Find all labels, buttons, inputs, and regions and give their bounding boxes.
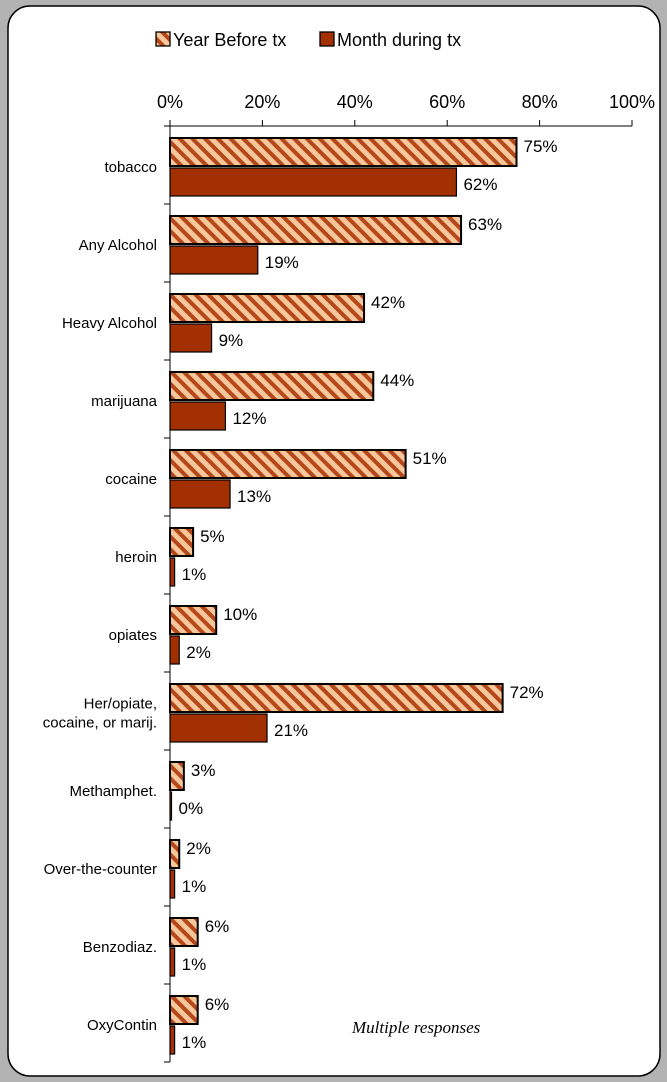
data-label-month-during: 19% bbox=[265, 253, 299, 272]
bar-year-before bbox=[169, 917, 199, 947]
bar-month-during bbox=[169, 791, 173, 821]
data-label-month-during: 21% bbox=[274, 721, 308, 740]
data-label-year-before: 75% bbox=[524, 137, 558, 156]
bar-year-before bbox=[169, 683, 504, 713]
bar-month-during bbox=[169, 557, 176, 587]
bar-month-during bbox=[169, 869, 176, 899]
category-label: Methamphet. bbox=[69, 783, 157, 800]
data-label-year-before: 2% bbox=[186, 839, 211, 858]
bar-year-before bbox=[169, 293, 366, 323]
x-tick-label: 0% bbox=[157, 92, 183, 112]
bar-month-during bbox=[169, 635, 180, 665]
data-label-year-before: 42% bbox=[371, 293, 405, 312]
data-label-month-during: 1% bbox=[182, 565, 207, 584]
data-label-year-before: 6% bbox=[205, 917, 230, 936]
category-label: Over-the-counter bbox=[44, 861, 157, 878]
bar-year-before bbox=[169, 605, 218, 635]
bar-month-during bbox=[169, 401, 227, 431]
bar-month-during bbox=[169, 1025, 176, 1055]
category-label: heroin bbox=[115, 549, 157, 566]
data-label-year-before: 44% bbox=[380, 371, 414, 390]
data-label-month-during: 12% bbox=[232, 409, 266, 428]
category-label: marijuana bbox=[91, 393, 158, 410]
bar-month-during bbox=[169, 245, 259, 275]
bar-month-during bbox=[169, 713, 268, 743]
category-label: Any Alcohol bbox=[79, 237, 157, 254]
data-label-year-before: 5% bbox=[200, 527, 225, 546]
x-tick-label: 60% bbox=[429, 92, 465, 112]
bar-month-during bbox=[169, 479, 231, 509]
category-label: Benzodiaz. bbox=[83, 939, 157, 956]
legend: Year Before tx Month during tx bbox=[155, 30, 461, 50]
category-label: cocaine bbox=[105, 471, 157, 488]
bar-year-before bbox=[169, 449, 407, 479]
data-label-month-during: 62% bbox=[463, 175, 497, 194]
x-tick-label: 100% bbox=[609, 92, 655, 112]
data-label-year-before: 10% bbox=[223, 605, 257, 624]
data-label-month-during: 0% bbox=[179, 799, 204, 818]
x-tick-label: 80% bbox=[522, 92, 558, 112]
data-label-month-during: 9% bbox=[219, 331, 244, 350]
data-label-month-during: 2% bbox=[186, 643, 211, 662]
data-label-month-during: 1% bbox=[182, 1033, 207, 1052]
data-label-year-before: 72% bbox=[510, 683, 544, 702]
bar-year-before bbox=[169, 215, 463, 245]
bar-month-during bbox=[169, 167, 458, 197]
bar-year-before bbox=[169, 761, 185, 791]
category-label: OxyContin bbox=[87, 1017, 157, 1034]
y-axis: tobacco Any Alcohol Heavy Alcohol marijuana… bbox=[43, 125, 171, 1063]
data-label-month-during: 1% bbox=[182, 877, 207, 896]
category-label: Her/opiate, cocaine, or marij. bbox=[43, 696, 157, 732]
bar-month-during bbox=[169, 323, 213, 353]
bar-year-before bbox=[169, 995, 199, 1025]
legend-label-month-during: Month during tx bbox=[337, 30, 461, 50]
bar-year-before bbox=[169, 371, 375, 401]
data-label-year-before: 6% bbox=[205, 995, 230, 1014]
annotation-note: Multiple responses bbox=[351, 1018, 481, 1037]
bar-year-before bbox=[169, 527, 195, 557]
bar-year-before bbox=[169, 839, 181, 869]
bar-year-before bbox=[169, 137, 518, 167]
bar-month-during bbox=[169, 947, 176, 977]
category-label: opiates bbox=[109, 627, 157, 644]
data-labels: 75% 62% 63% 19% 42% 9% 44% 12% 51% 13% 5% 1% 10% 2% 72… bbox=[179, 137, 558, 1052]
data-label-month-during: 13% bbox=[237, 487, 271, 506]
legend-swatch-month-during bbox=[319, 31, 335, 47]
x-tick-label: 40% bbox=[337, 92, 373, 112]
legend-swatch-year-before bbox=[155, 31, 171, 47]
legend-label-year-before: Year Before tx bbox=[173, 30, 286, 50]
x-axis: 0% 20% 40% 60% 80% 100% bbox=[157, 92, 655, 127]
data-label-year-before: 3% bbox=[191, 761, 216, 780]
data-label-year-before: 63% bbox=[468, 215, 502, 234]
x-tick-label: 20% bbox=[244, 92, 280, 112]
category-label: Heavy Alcohol bbox=[62, 315, 157, 332]
data-label-year-before: 51% bbox=[413, 449, 447, 468]
data-label-month-during: 1% bbox=[182, 955, 207, 974]
category-label: tobacco bbox=[104, 159, 157, 176]
bars bbox=[169, 137, 518, 1055]
